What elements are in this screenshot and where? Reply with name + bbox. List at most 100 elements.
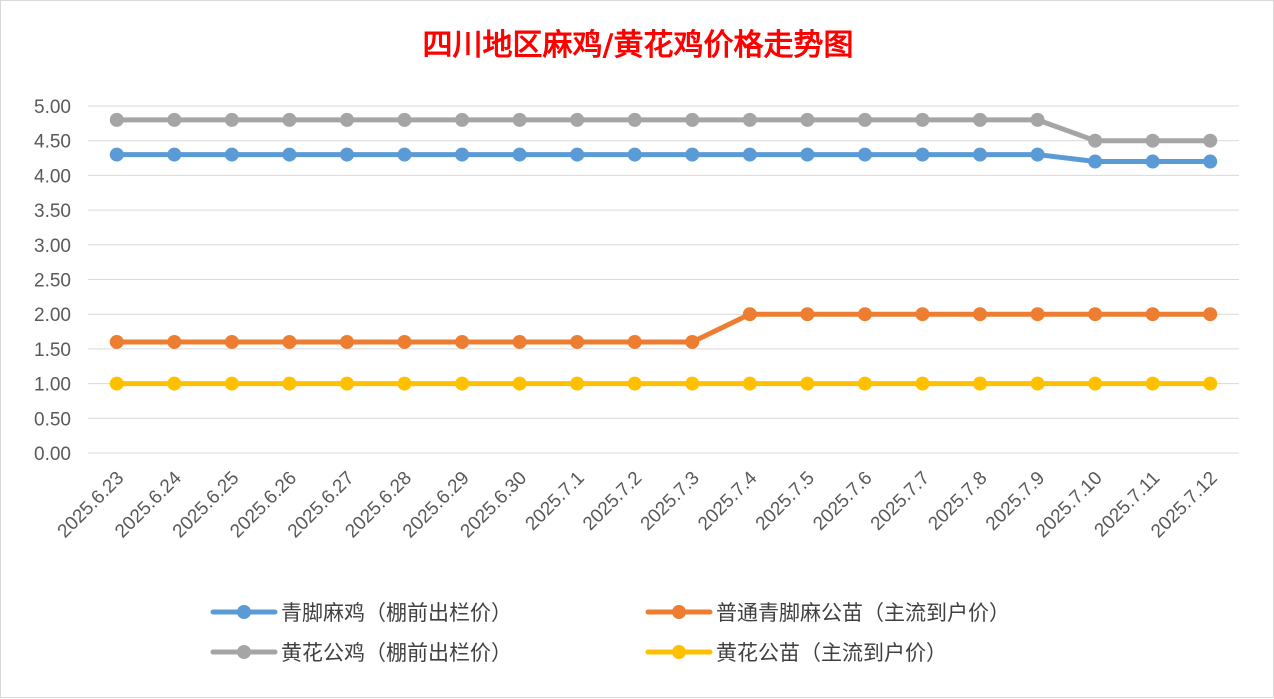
data-point xyxy=(800,112,815,127)
data-point xyxy=(915,147,930,162)
data-point xyxy=(224,112,239,127)
data-point xyxy=(1145,154,1160,169)
data-point xyxy=(109,334,124,349)
data-point xyxy=(1088,307,1103,322)
data-point xyxy=(109,112,124,127)
legend-item: 青脚麻鸡（棚前出栏价） xyxy=(210,601,512,625)
x-tick-label: 2025.7.5 xyxy=(752,468,819,535)
data-point xyxy=(1088,154,1103,169)
data-point xyxy=(167,112,182,127)
data-point xyxy=(857,376,872,391)
y-tick-label: 5.00 xyxy=(34,97,71,118)
data-point xyxy=(915,376,930,391)
y-tick-label: 1.50 xyxy=(34,340,71,361)
data-point xyxy=(109,376,124,391)
x-tick-label: 2025.7.8 xyxy=(924,468,991,535)
data-point xyxy=(742,112,757,127)
data-point xyxy=(800,376,815,391)
chart-title: 四川地区麻鸡/黄花鸡价格走势图 xyxy=(423,28,854,63)
data-point xyxy=(742,307,757,322)
data-point xyxy=(1203,376,1218,391)
legend-item: 黄花公苗（主流到户价） xyxy=(645,641,947,665)
y-tick-label: 4.00 xyxy=(34,166,71,187)
data-point xyxy=(973,112,988,127)
data-point xyxy=(455,147,470,162)
data-point xyxy=(570,147,585,162)
y-tick-label: 2.00 xyxy=(34,305,71,326)
data-point xyxy=(167,376,182,391)
x-tick-label: 2025.7.1 xyxy=(522,468,589,535)
data-point xyxy=(1088,133,1103,148)
data-point xyxy=(627,147,642,162)
data-point xyxy=(570,376,585,391)
data-point xyxy=(627,376,642,391)
data-point xyxy=(1203,133,1218,148)
data-point xyxy=(397,334,412,349)
data-point xyxy=(973,147,988,162)
data-point xyxy=(455,334,470,349)
data-point xyxy=(339,112,354,127)
y-axis-ticks: 0.00 0.50 1.00 1.50 2.00 2.50 3.00 3.50 4.00 4.50… xyxy=(34,97,71,465)
data-point xyxy=(512,147,527,162)
data-point xyxy=(224,376,239,391)
data-point xyxy=(1203,307,1218,322)
x-tick-label: 2025.7.7 xyxy=(867,468,934,535)
data-point xyxy=(857,307,872,322)
data-point xyxy=(282,112,297,127)
data-point xyxy=(282,334,297,349)
x-tick-label: 2025.7.3 xyxy=(637,468,704,535)
data-point xyxy=(1145,133,1160,148)
data-point xyxy=(512,334,527,349)
data-point xyxy=(570,112,585,127)
series-group xyxy=(109,112,1218,148)
data-point xyxy=(167,147,182,162)
data-point xyxy=(915,307,930,322)
y-tick-label: 1.00 xyxy=(34,375,71,396)
legend-label: 黄花公苗（主流到户价） xyxy=(716,641,947,665)
data-point xyxy=(455,376,470,391)
series-line xyxy=(114,311,1213,345)
data-point xyxy=(1030,307,1045,322)
data-point xyxy=(1088,376,1103,391)
series-group xyxy=(109,307,1218,349)
data-point xyxy=(915,112,930,127)
data-point xyxy=(857,112,872,127)
data-point xyxy=(742,147,757,162)
data-point xyxy=(224,147,239,162)
data-point xyxy=(685,147,700,162)
x-tick-label: 2025.7.6 xyxy=(809,468,876,535)
data-point xyxy=(282,147,297,162)
legend-label: 普通青脚麻公苗（主流到户价） xyxy=(716,601,1010,625)
data-point xyxy=(570,334,585,349)
legend-swatch-marker xyxy=(237,605,251,619)
y-tick-label: 3.50 xyxy=(34,201,71,222)
data-point xyxy=(109,147,124,162)
data-point xyxy=(800,147,815,162)
x-axis-ticks: 2025.6.232025.6.242025.6.252025.6.262025… xyxy=(54,467,1222,542)
data-point xyxy=(397,376,412,391)
legend: 青脚麻鸡（棚前出栏价） 普通青脚麻公苗（主流到户价） 黄花公鸡（棚前出栏价） 黄花公苗… xyxy=(210,601,1010,665)
data-point xyxy=(339,376,354,391)
data-point xyxy=(1030,112,1045,127)
legend-label: 青脚麻鸡（棚前出栏价） xyxy=(281,601,512,625)
legend-swatch-marker xyxy=(672,645,686,659)
series-group xyxy=(109,147,1218,169)
y-tick-label: 4.50 xyxy=(34,132,71,153)
series-group xyxy=(109,376,1218,391)
x-tick-label: 2025.7.4 xyxy=(694,467,761,534)
legend-item: 普通青脚麻公苗（主流到户价） xyxy=(645,601,1010,625)
data-point xyxy=(685,112,700,127)
y-tick-label: 0.00 xyxy=(34,444,71,465)
data-point xyxy=(339,334,354,349)
x-tick-label: 2025.7.2 xyxy=(579,468,646,535)
data-point xyxy=(339,147,354,162)
legend-label: 黄花公鸡（棚前出栏价） xyxy=(281,641,512,665)
data-point xyxy=(627,334,642,349)
data-point xyxy=(973,307,988,322)
data-point xyxy=(685,376,700,391)
data-point xyxy=(1145,376,1160,391)
y-tick-label: 3.00 xyxy=(34,236,71,257)
y-tick-label: 2.50 xyxy=(34,271,71,292)
